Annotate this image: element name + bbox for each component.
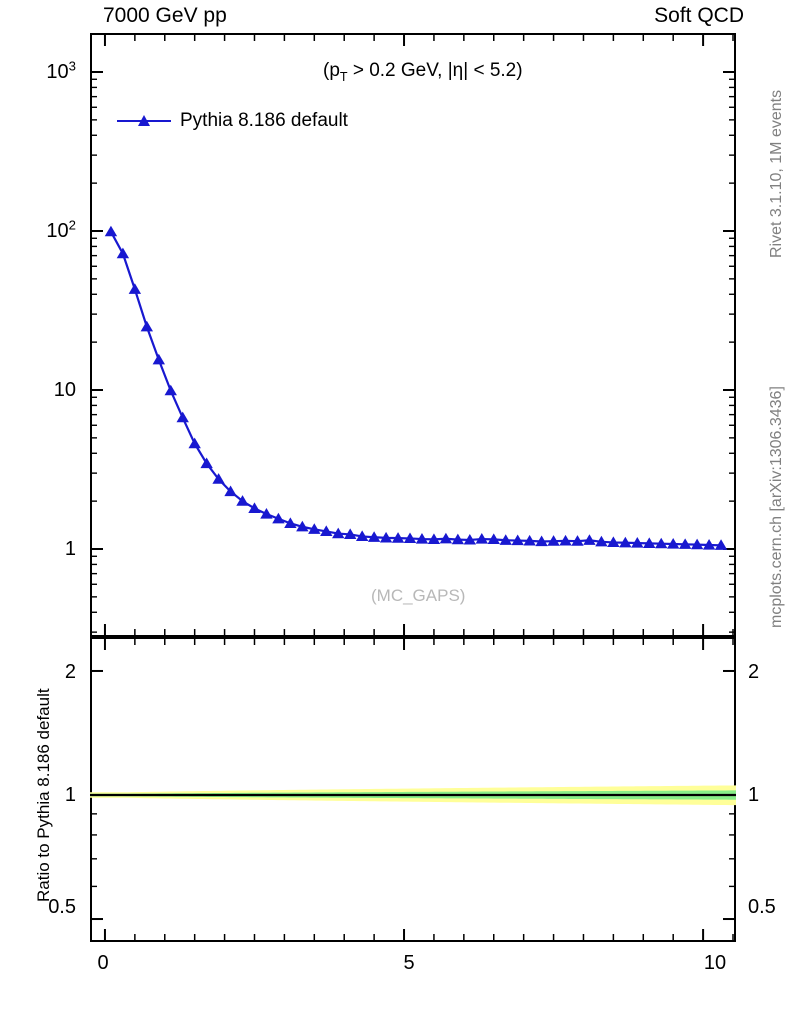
ratio-plot-panel (90, 637, 736, 942)
xtick-5: 5 (403, 952, 415, 974)
ratio-ytick-1-right: 1 (748, 784, 760, 806)
header-beam-label: 7000 GeV pp (103, 4, 227, 27)
kinematic-cuts-annotation: (pT > 0.2 GeV, |η| < 5.2) (323, 60, 523, 84)
mcplots-source-label: mcplots.cern.ch [arXiv:1306.3436] (768, 386, 785, 628)
ytick-1: 1 (64, 538, 76, 560)
ratio-ytick-05-left: 0.5 (48, 896, 76, 918)
legend-marker-pythia (117, 115, 171, 126)
legend-label-pythia: Pythia 8.186 default (180, 110, 348, 131)
ytick-10: 10 (53, 379, 76, 401)
analysis-watermark: (MC_GAPS) (371, 586, 466, 605)
ratio-axis-label: Ratio to Pythia 8.186 default (34, 688, 53, 902)
legend: Pythia 8.186 default (117, 110, 348, 132)
ratio-ytick-05-right: 0.5 (748, 896, 776, 918)
ratio-ytick-2-left: 2 (64, 661, 76, 683)
xtick-0: 0 (97, 952, 109, 974)
ytick-1000: 103 (46, 58, 76, 83)
xtick-10: 10 (703, 952, 727, 974)
ratio-ytick-2-right: 2 (748, 661, 760, 683)
rivet-version-label: Rivet 3.1.10, 1M events (768, 89, 785, 258)
header-process-label: Soft QCD (654, 4, 744, 27)
ratio-ytick-1-left: 1 (64, 784, 76, 806)
ytick-100: 102 (46, 217, 76, 242)
